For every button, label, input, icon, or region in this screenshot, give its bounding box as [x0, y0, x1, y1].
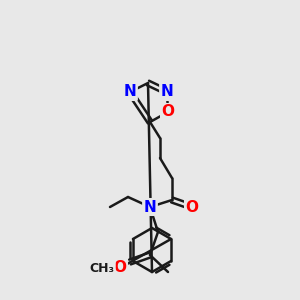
Text: O: O [113, 260, 127, 275]
Text: N: N [144, 200, 156, 214]
Text: N: N [124, 85, 136, 100]
Text: CH₃: CH₃ [89, 262, 115, 275]
Text: O: O [185, 200, 199, 214]
Text: O: O [161, 104, 175, 119]
Text: N: N [160, 85, 173, 100]
